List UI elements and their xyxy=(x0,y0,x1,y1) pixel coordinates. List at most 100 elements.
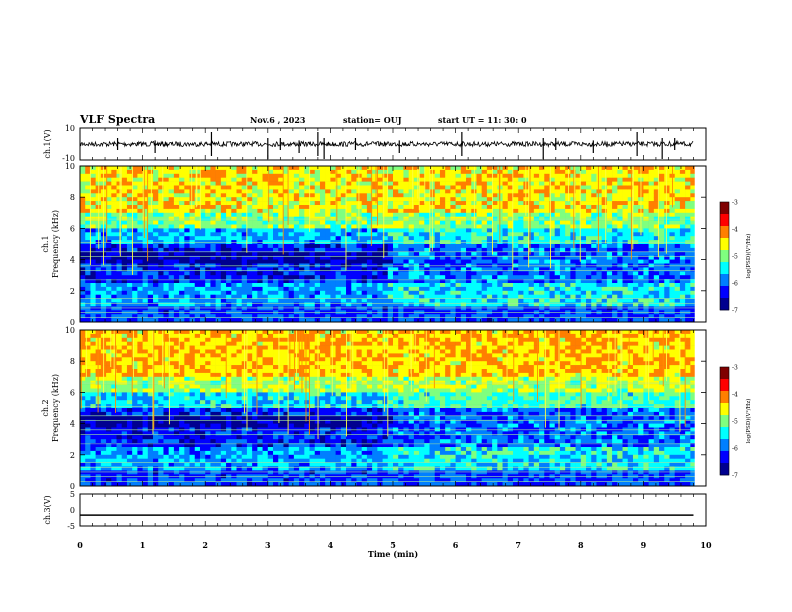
spectrogram-cell xyxy=(554,169,561,175)
spectrogram-cell xyxy=(643,275,649,280)
spectrogram-cell xyxy=(382,228,389,233)
spectrogram-cell xyxy=(507,205,514,210)
spectrogram-cell xyxy=(335,298,342,303)
spectrogram-cell xyxy=(601,173,608,178)
spectrogram-cell xyxy=(257,173,263,178)
spectrogram-cell xyxy=(617,279,623,284)
spectrogram-cell xyxy=(575,232,582,237)
spectrogram-cell xyxy=(544,275,550,280)
spectrogram-cell xyxy=(330,181,336,186)
spectrogram-cell xyxy=(408,251,415,256)
spectrogram-cell xyxy=(199,189,206,194)
spectrogram-cell xyxy=(85,411,91,417)
spectrogram-cell xyxy=(325,302,331,307)
spectrogram-cell xyxy=(622,220,629,225)
spectrogram-cell xyxy=(580,244,587,249)
spectrogram-cell xyxy=(476,181,482,186)
spectrogram-cell xyxy=(252,290,258,295)
spectrogram-cell xyxy=(220,181,227,186)
spectrogram-cell xyxy=(137,259,143,264)
spectrogram-cell xyxy=(565,271,571,276)
spectrogram-cell xyxy=(100,267,107,272)
spectrogram-cell xyxy=(241,181,248,186)
spectrogram-cell xyxy=(460,279,467,284)
spectrogram-cell xyxy=(304,173,310,178)
spectrogram-cell xyxy=(309,244,316,249)
spectrogram-cell xyxy=(455,236,462,241)
spectrogram-cell xyxy=(210,251,216,256)
spectrogram-cell xyxy=(179,228,185,233)
spectrogram-cell xyxy=(481,290,488,295)
spectrogram-cell xyxy=(638,247,644,253)
spectrogram-cell xyxy=(387,177,394,182)
spectrogram-cell xyxy=(690,286,696,292)
spectrogram-cell xyxy=(210,220,216,225)
spectrogram-cell xyxy=(445,193,451,198)
spectrogram-cell xyxy=(132,208,138,214)
spectrogram-cell xyxy=(325,185,331,190)
spectrogram-cell xyxy=(340,205,347,210)
spectrogram-cell xyxy=(147,189,154,194)
spectrogram-cell xyxy=(80,212,86,217)
spectrogram-cell xyxy=(565,220,571,225)
spectrogram-cell xyxy=(533,173,540,178)
spectrogram-cell xyxy=(492,169,498,175)
spectrogram-cell xyxy=(142,294,149,299)
spectrogram-cell xyxy=(502,208,509,214)
spectrogram-cell xyxy=(283,275,289,280)
spectrogram-cell xyxy=(184,286,190,292)
spectrogram-cell xyxy=(486,208,493,214)
spectrogram-cell xyxy=(283,259,289,264)
spectrogram-cell xyxy=(132,224,138,229)
spectrogram-cell xyxy=(288,275,295,280)
spectrogram-cell xyxy=(372,177,378,182)
spectrogram-cell xyxy=(121,255,128,260)
spectrogram-cell xyxy=(293,286,300,292)
spectrogram-cell xyxy=(424,286,430,292)
spectrogram-cell xyxy=(335,228,342,233)
spectrogram-cell xyxy=(612,294,618,299)
spectrogram-cell xyxy=(481,166,488,171)
spectrogram-cell xyxy=(356,275,362,280)
spectrogram-cell xyxy=(80,302,86,307)
spectrogram-cell xyxy=(330,314,336,319)
spectrogram-cell xyxy=(126,228,133,233)
spectrogram-cell xyxy=(340,255,347,260)
spectrogram-cell xyxy=(90,294,96,299)
spectrogram-cell xyxy=(554,173,561,178)
spectrogram-cell xyxy=(273,205,279,210)
spectrogram-cell xyxy=(262,259,269,264)
spectrogram-cell xyxy=(126,267,133,272)
spectrogram-cell xyxy=(147,314,154,319)
spectrogram-cell xyxy=(648,173,655,178)
spectrogram-cell xyxy=(158,259,164,264)
spectrogram-cell xyxy=(664,251,670,256)
spectrogram-cell xyxy=(466,275,472,280)
spectrogram-cell xyxy=(377,255,383,260)
spectrogram-cell xyxy=(455,271,462,276)
spectrogram-cell xyxy=(554,208,561,214)
spectrogram-cell xyxy=(184,173,190,178)
spectrogram-cell xyxy=(450,302,456,307)
spectrogram-cell xyxy=(507,259,514,264)
spectrogram-cell xyxy=(90,283,96,288)
spectrogram-cell xyxy=(199,283,206,288)
spectrogram-cell xyxy=(137,212,143,217)
spectrogram-cell xyxy=(565,247,571,253)
spectrogram-cell xyxy=(601,177,608,182)
spectrogram-cell xyxy=(267,169,274,175)
spectrogram-cell xyxy=(210,247,216,253)
spectrogram-cell xyxy=(288,169,295,175)
spectrogram-cell xyxy=(565,173,571,178)
spectrogram-cell xyxy=(679,283,686,288)
spectrogram-cell xyxy=(393,244,399,249)
spectrogram-cell xyxy=(126,224,133,229)
spectrogram-cell xyxy=(194,189,201,194)
spectrogram-cell xyxy=(512,244,519,249)
spectrogram-cell xyxy=(137,275,143,280)
spectrogram-cell xyxy=(424,189,430,194)
spectrogram-cell xyxy=(539,302,545,307)
spectrogram-cell xyxy=(586,185,592,190)
spectrogram-cell xyxy=(163,267,169,272)
